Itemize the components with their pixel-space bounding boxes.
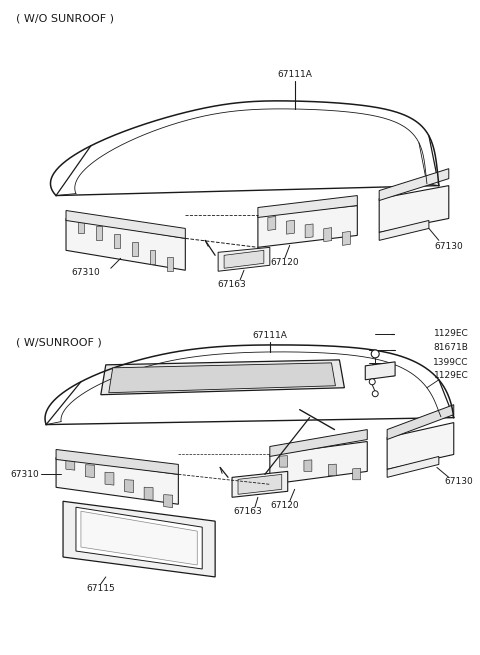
Text: 67120: 67120 bbox=[270, 501, 299, 510]
Text: 67163: 67163 bbox=[234, 507, 263, 516]
Polygon shape bbox=[164, 495, 173, 508]
Polygon shape bbox=[168, 257, 173, 271]
Text: 1399CC: 1399CC bbox=[433, 358, 468, 367]
Polygon shape bbox=[379, 221, 429, 240]
Circle shape bbox=[369, 379, 375, 384]
Polygon shape bbox=[238, 474, 282, 495]
Text: 67111A: 67111A bbox=[277, 70, 312, 79]
Polygon shape bbox=[304, 460, 312, 472]
Text: 1129EC: 1129EC bbox=[434, 371, 468, 381]
Polygon shape bbox=[218, 248, 270, 271]
Text: 67115: 67115 bbox=[86, 584, 115, 593]
Polygon shape bbox=[324, 228, 332, 242]
Polygon shape bbox=[132, 242, 138, 256]
Polygon shape bbox=[144, 487, 153, 500]
Text: 81671B: 81671B bbox=[434, 343, 468, 352]
Text: 1129EC: 1129EC bbox=[434, 329, 468, 339]
Polygon shape bbox=[224, 250, 264, 269]
Polygon shape bbox=[379, 169, 449, 200]
Polygon shape bbox=[114, 234, 120, 248]
Polygon shape bbox=[56, 457, 179, 504]
Polygon shape bbox=[81, 511, 197, 565]
Polygon shape bbox=[56, 449, 179, 474]
Polygon shape bbox=[379, 185, 449, 233]
Polygon shape bbox=[342, 231, 350, 246]
Polygon shape bbox=[258, 206, 357, 248]
Polygon shape bbox=[232, 472, 288, 497]
Text: 67163: 67163 bbox=[217, 280, 246, 290]
Polygon shape bbox=[287, 220, 294, 234]
Polygon shape bbox=[124, 479, 133, 493]
Polygon shape bbox=[66, 219, 185, 271]
Polygon shape bbox=[279, 456, 288, 467]
Polygon shape bbox=[101, 360, 344, 395]
Polygon shape bbox=[387, 457, 439, 477]
Polygon shape bbox=[305, 224, 313, 238]
Text: 67111A: 67111A bbox=[252, 331, 287, 340]
Polygon shape bbox=[150, 250, 156, 264]
Polygon shape bbox=[328, 464, 336, 476]
Text: ( W/O SUNROOF ): ( W/O SUNROOF ) bbox=[16, 13, 114, 24]
Polygon shape bbox=[365, 362, 395, 380]
Circle shape bbox=[371, 350, 379, 358]
Polygon shape bbox=[258, 196, 357, 217]
Text: ( W/SUNROOF ): ( W/SUNROOF ) bbox=[16, 338, 102, 348]
Polygon shape bbox=[63, 501, 215, 577]
Polygon shape bbox=[105, 472, 114, 485]
Polygon shape bbox=[270, 441, 367, 484]
Circle shape bbox=[372, 391, 378, 397]
Text: 67130: 67130 bbox=[434, 242, 463, 252]
Polygon shape bbox=[270, 430, 367, 457]
Polygon shape bbox=[387, 422, 454, 470]
Polygon shape bbox=[78, 219, 84, 233]
Polygon shape bbox=[268, 216, 276, 231]
Text: 67310: 67310 bbox=[72, 269, 100, 277]
Polygon shape bbox=[66, 457, 75, 470]
Polygon shape bbox=[387, 405, 454, 440]
Polygon shape bbox=[353, 468, 360, 480]
Polygon shape bbox=[76, 507, 202, 569]
Polygon shape bbox=[66, 210, 185, 238]
Text: 67120: 67120 bbox=[270, 258, 299, 267]
Text: 67310: 67310 bbox=[11, 470, 39, 479]
Polygon shape bbox=[109, 363, 336, 393]
Polygon shape bbox=[96, 227, 102, 240]
Polygon shape bbox=[85, 464, 95, 477]
Text: 67130: 67130 bbox=[444, 477, 473, 487]
